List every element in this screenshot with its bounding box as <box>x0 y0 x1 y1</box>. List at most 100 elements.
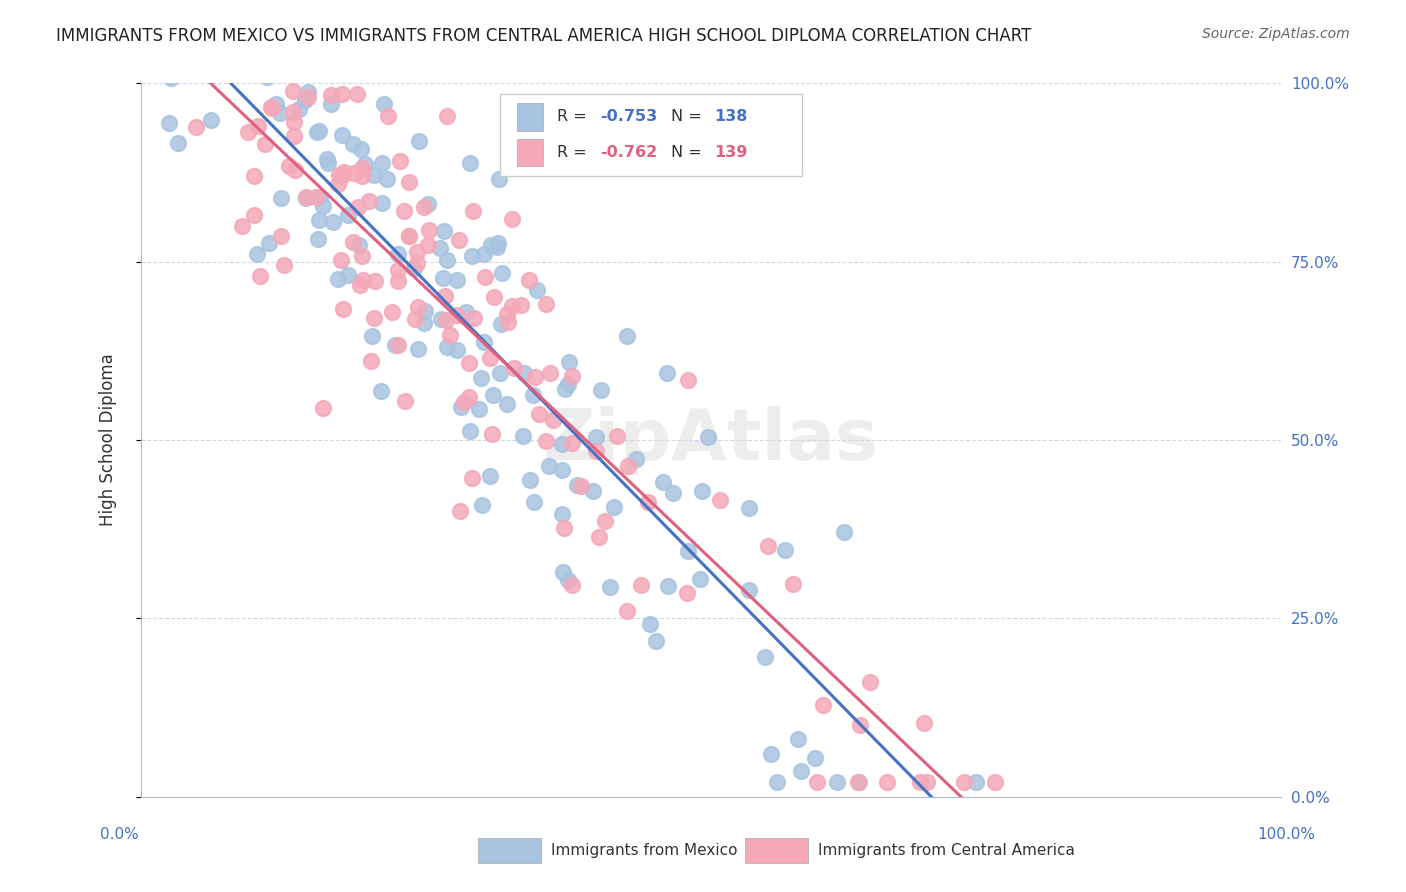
Immigrants from Mexico <box>270 62 292 77</box>
Immigrants from Mexico <box>488 171 510 186</box>
Immigrants from Central America <box>350 249 373 263</box>
Immigrants from Mexico <box>337 208 360 222</box>
Immigrants from Central America <box>201 62 224 77</box>
Immigrants from Mexico <box>474 334 496 349</box>
Immigrants from Central America <box>538 366 561 380</box>
Immigrants from Mexico <box>373 96 395 111</box>
Immigrants from Central America <box>330 252 353 267</box>
Immigrants from Mexico <box>461 249 484 263</box>
Immigrants from Central America <box>709 493 731 508</box>
Immigrants from Mexico <box>330 128 353 143</box>
Immigrants from Central America <box>523 370 546 384</box>
Immigrants from Central America <box>283 115 305 129</box>
Immigrants from Central America <box>243 208 266 222</box>
Immigrants from Central America <box>381 305 404 319</box>
Immigrants from Central America <box>364 274 387 288</box>
Immigrants from Mexico <box>243 62 266 77</box>
Immigrants from Central America <box>588 530 610 544</box>
Text: -0.753: -0.753 <box>600 110 658 125</box>
Immigrants from Central America <box>457 357 479 371</box>
Immigrants from Mexico <box>214 62 236 77</box>
Immigrants from Central America <box>416 237 439 252</box>
Immigrants from Central America <box>387 263 409 277</box>
Immigrants from Mexico <box>315 152 337 166</box>
Immigrants from Central America <box>221 62 243 77</box>
Immigrants from Mexico <box>773 542 796 557</box>
Immigrants from Mexico <box>283 62 305 77</box>
Immigrants from Mexico <box>765 775 787 789</box>
Immigrants from Mexico <box>321 96 343 111</box>
Immigrants from Mexico <box>496 396 519 410</box>
Immigrants from Mexico <box>655 367 678 381</box>
Immigrants from Mexico <box>226 62 249 77</box>
Immigrants from Mexico <box>429 241 451 255</box>
Immigrants from Central America <box>406 244 429 259</box>
Immigrants from Central America <box>332 302 354 317</box>
Immigrants from Mexico <box>446 343 468 357</box>
Immigrants from Mexico <box>157 116 180 130</box>
Immigrants from Mexico <box>513 366 536 380</box>
Immigrants from Central America <box>453 394 475 409</box>
Immigrants from Mexico <box>551 437 574 451</box>
Immigrants from Central America <box>481 427 503 442</box>
Immigrants from Mexico <box>402 260 425 275</box>
Immigrants from Mexico <box>309 189 332 203</box>
Immigrants from Central America <box>478 351 501 366</box>
Text: N =: N = <box>671 110 707 125</box>
Immigrants from Central America <box>284 162 307 177</box>
Immigrants from Central America <box>377 109 399 123</box>
Immigrants from Mexico <box>450 401 472 415</box>
Immigrants from Central America <box>915 775 938 789</box>
Immigrants from Mexico <box>361 328 384 343</box>
Text: 0.0%: 0.0% <box>100 827 139 841</box>
Immigrants from Central America <box>606 429 628 443</box>
Immigrants from Mexico <box>277 62 299 77</box>
Immigrants from Central America <box>813 698 835 712</box>
Immigrants from Central America <box>984 775 1007 789</box>
Immigrants from Central America <box>243 169 266 183</box>
Immigrants from Central America <box>630 578 652 592</box>
Immigrants from Central America <box>352 273 374 287</box>
Immigrants from Central America <box>463 310 485 325</box>
Immigrants from Central America <box>912 715 935 730</box>
Immigrants from Central America <box>328 177 350 191</box>
Immigrants from Mexico <box>526 283 548 297</box>
Immigrants from Central America <box>561 435 583 450</box>
Immigrants from Central America <box>541 413 564 427</box>
Immigrants from Mexico <box>470 371 492 385</box>
Immigrants from Mexico <box>523 495 546 509</box>
Immigrants from Mexico <box>363 169 385 183</box>
Immigrants from Central America <box>352 161 374 175</box>
Immigrants from Central America <box>561 369 583 384</box>
Immigrants from Central America <box>405 256 427 270</box>
Immigrants from Central America <box>224 62 246 77</box>
Text: R =: R = <box>557 145 592 161</box>
Immigrants from Central America <box>910 775 932 789</box>
Immigrants from Central America <box>387 274 409 288</box>
Immigrants from Central America <box>260 100 283 114</box>
Immigrants from Central America <box>501 299 523 313</box>
Immigrants from Central America <box>593 514 616 528</box>
Immigrants from Mexico <box>965 775 987 789</box>
Immigrants from Mexico <box>430 312 453 326</box>
Immigrants from Central America <box>350 169 373 183</box>
Immigrants from Mexico <box>599 580 621 594</box>
Immigrants from Central America <box>211 62 233 77</box>
Immigrants from Mexico <box>585 430 607 444</box>
Immigrants from Mexico <box>294 62 316 77</box>
Immigrants from Central America <box>953 775 976 789</box>
Immigrants from Mexico <box>305 125 328 139</box>
Immigrants from Mexico <box>370 384 392 398</box>
Immigrants from Mexico <box>554 382 576 396</box>
Y-axis label: High School Diploma: High School Diploma <box>100 353 117 526</box>
Immigrants from Central America <box>446 309 468 323</box>
Immigrants from Central America <box>333 165 356 179</box>
Immigrants from Mexico <box>257 235 280 250</box>
Immigrants from Central America <box>224 62 246 77</box>
Immigrants from Mexico <box>582 484 605 499</box>
Immigrants from Mexico <box>482 388 505 402</box>
Immigrants from Central America <box>246 120 269 134</box>
Immigrants from Mexico <box>299 62 322 77</box>
Immigrants from Central America <box>273 258 295 272</box>
Immigrants from Mexico <box>485 240 508 254</box>
